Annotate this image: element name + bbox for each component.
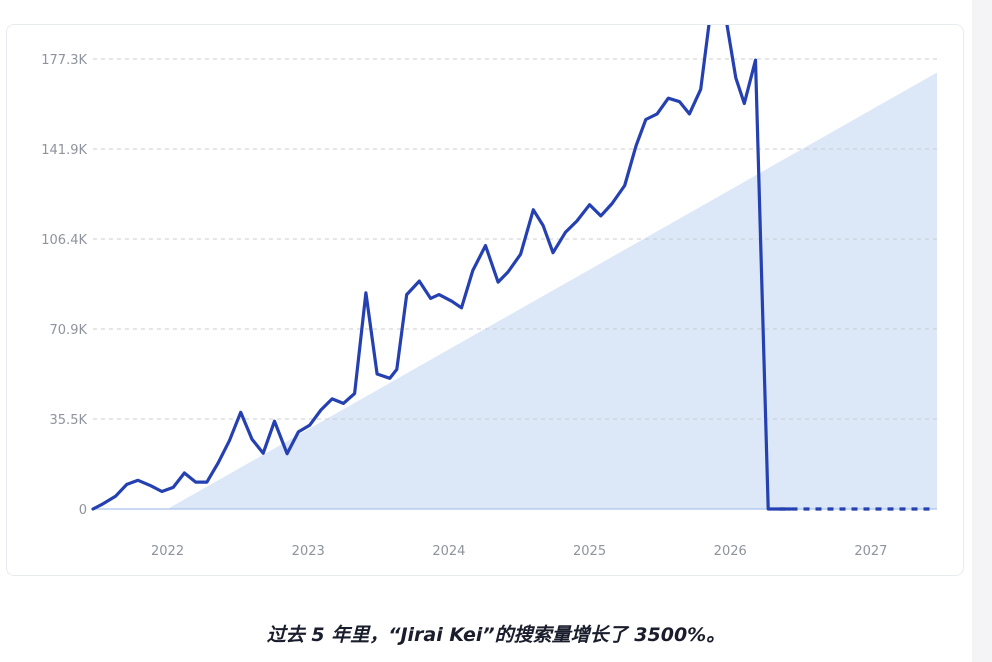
- y-tick-label: 35.5K: [50, 413, 88, 428]
- y-tick-label: 177.3K: [41, 53, 87, 68]
- search-volume-line: [91, 25, 793, 511]
- chart-caption: 过去 5 年里，“Jirai Kei”的搜索量增长了 3500%。: [266, 624, 726, 646]
- y-tick-label: 70.9K: [50, 323, 88, 338]
- trend-area: [167, 72, 937, 509]
- x-tick-label: 2024: [432, 544, 465, 559]
- x-tick-label: 2027: [854, 544, 887, 559]
- x-tick-label: 2023: [292, 544, 325, 559]
- y-tick-label: 106.4K: [41, 233, 87, 248]
- line-chart: 0 35.5K 70.9K 106.4K 141.9K 177.3K 2022 2023 202…: [41, 25, 937, 559]
- y-tick-label: 0: [79, 503, 87, 518]
- x-tick-label: 2026: [714, 544, 747, 559]
- y-tick-label: 141.9K: [41, 143, 87, 158]
- x-tick-label: 2022: [151, 544, 184, 559]
- side-strip: [972, 0, 992, 662]
- chart-card: 0 35.5K 70.9K 106.4K 141.9K 177.3K 2022 2023 202…: [6, 24, 964, 576]
- x-tick-label: 2025: [573, 544, 606, 559]
